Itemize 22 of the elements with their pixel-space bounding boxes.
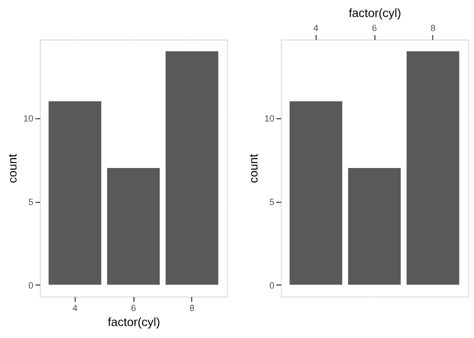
y-axis-title: count — [246, 153, 260, 184]
bar — [348, 168, 401, 285]
y-tick-label: 0 — [28, 280, 34, 290]
x-tick-label: 8 — [189, 302, 194, 313]
bar — [406, 51, 460, 285]
y-tick-label: 0 — [269, 280, 274, 290]
x2-axis-title: factor(cyl) — [348, 6, 402, 20]
x-tick-label: 6 — [372, 23, 377, 34]
y-axis-title: count — [5, 153, 20, 184]
y-tick-label: 10 — [264, 113, 274, 124]
bar — [290, 101, 342, 285]
y-tick-label: 5 — [269, 196, 274, 207]
bar — [48, 101, 102, 285]
x-tick-label: 4 — [72, 302, 78, 313]
y-tick-label: 5 — [28, 196, 34, 207]
x-axis-title: factor(cyl) — [108, 314, 160, 329]
x-tick-label: 8 — [430, 23, 436, 34]
x-tick-label: 6 — [130, 302, 136, 313]
bar — [107, 168, 160, 285]
x-tick-label: 4 — [313, 23, 318, 34]
bar — [166, 51, 218, 285]
y-tick-label: 10 — [23, 113, 34, 124]
